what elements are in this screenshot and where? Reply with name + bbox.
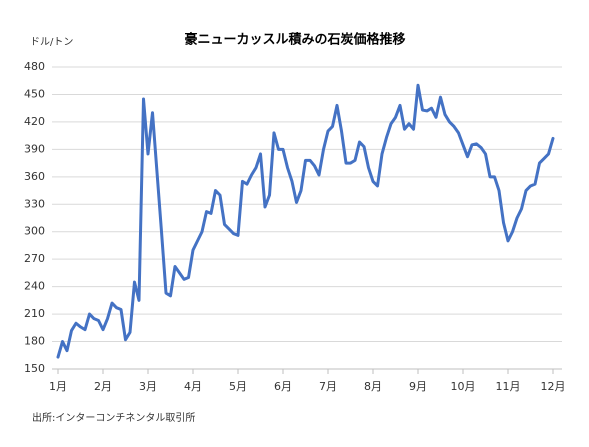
y-tick-label: 270 bbox=[24, 252, 45, 265]
y-tick-label: 300 bbox=[24, 225, 45, 238]
y-tick-label: 450 bbox=[24, 87, 45, 100]
y-unit: ドル/トン bbox=[30, 37, 73, 48]
x-tick-label: 2月 bbox=[94, 380, 112, 393]
x-tick-label: 12月 bbox=[541, 380, 566, 393]
y-tick-label: 330 bbox=[24, 197, 45, 210]
chart-title: 豪ニューカッスル積みの石炭価格推移 bbox=[184, 32, 405, 48]
x-tick-label: 4月 bbox=[184, 380, 202, 393]
price-line bbox=[56, 83, 555, 359]
x-tick-label: 11月 bbox=[496, 380, 521, 393]
x-tick-label: 10月 bbox=[451, 380, 476, 393]
x-tick-label: 8月 bbox=[364, 380, 382, 393]
y-tick-label: 480 bbox=[24, 60, 45, 73]
y-tick-label: 150 bbox=[24, 362, 45, 375]
y-tick-label: 360 bbox=[24, 170, 45, 183]
y-tick-label: 240 bbox=[24, 280, 45, 293]
y-tick-label: 180 bbox=[24, 335, 45, 348]
y-tick-label: 210 bbox=[24, 307, 45, 320]
y-tick-label: 390 bbox=[24, 142, 45, 155]
x-tick-label: 7月 bbox=[319, 380, 337, 393]
x-tick-label: 3月 bbox=[139, 380, 157, 393]
x-tick-label: 5月 bbox=[229, 380, 247, 393]
source: 出所:インターコンチネンタル取引所 bbox=[32, 411, 195, 424]
x-tick-label: 6月 bbox=[274, 380, 292, 393]
y-tick-label: 420 bbox=[24, 115, 45, 128]
x-tick-label: 9月 bbox=[409, 380, 427, 393]
x-tick-label: 1月 bbox=[49, 380, 67, 393]
